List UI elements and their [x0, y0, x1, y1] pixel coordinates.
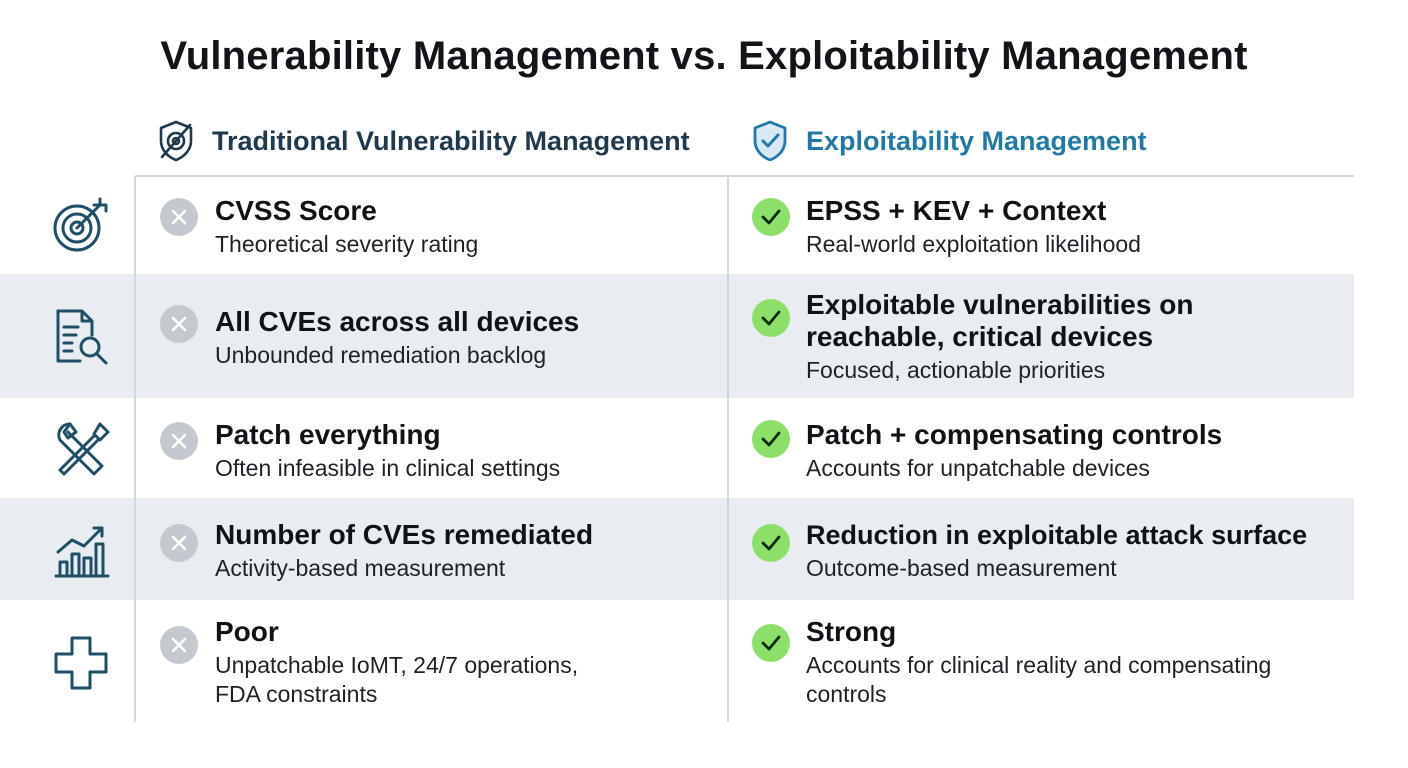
crossed-target-icon [156, 119, 196, 163]
exploitability-cell: Exploitable vulnerabilities on reachable… [806, 289, 1226, 385]
cell-title: Reduction in exploitable attack surface [806, 520, 1308, 550]
traditional-cell: Patch everything Often infeasible in cli… [215, 419, 715, 483]
check-icon [752, 198, 790, 236]
cell-title: Patch + compensating controls [806, 419, 1223, 450]
traditional-cell: Poor Unpatchable IoMT, 24/7 operations, … [215, 616, 625, 709]
cell-subtitle: Theoretical severity rating [215, 231, 479, 257]
exploitability-cell: Reduction in exploitable attack surface … [806, 519, 1351, 583]
cell-subtitle: Often infeasible in clinical settings [215, 455, 561, 481]
exploitability-cell: Patch + compensating controls Accounts f… [806, 419, 1351, 483]
medical-cross-icon [48, 630, 114, 696]
cell-title: CVSS Score [215, 195, 377, 226]
cell-title: Number of CVEs remediated [215, 519, 594, 550]
traditional-cell: All CVEs across all devices Unbounded re… [215, 306, 715, 370]
comparison-row-metrics [0, 498, 1354, 600]
cross-icon [160, 626, 198, 664]
cell-subtitle: Real-world exploitation likelihood [806, 231, 1141, 257]
document-search-icon [48, 303, 114, 369]
cell-subtitle: Accounts for clinical reality and compen… [806, 652, 1272, 707]
cell-subtitle: Accounts for unpatchable devices [806, 455, 1150, 481]
cell-title: All CVEs across all devices [215, 306, 580, 337]
check-icon [752, 624, 790, 662]
check-icon [752, 524, 790, 562]
cell-subtitle: Unbounded remediation backlog [215, 342, 547, 368]
cell-subtitle: Activity-based measurement [215, 555, 506, 581]
column-heading: Exploitability Management [806, 125, 1147, 156]
target-icon [48, 192, 114, 258]
cell-subtitle: Outcome-based measurement [806, 555, 1117, 581]
column-header-exploitability: Exploitability Management [750, 116, 1147, 166]
column-heading: Traditional Vulnerability Management [212, 125, 690, 156]
cell-subtitle: Unpatchable IoMT, 24/7 operations, FDA c… [215, 652, 579, 707]
traditional-cell: CVSS Score Theoretical severity rating [215, 195, 715, 259]
cell-title: EPSS + KEV + Context [806, 195, 1107, 226]
cross-icon [160, 198, 198, 236]
check-icon [752, 299, 790, 337]
cell-title: Patch everything [215, 419, 441, 450]
header-divider [135, 175, 1354, 177]
cross-icon [160, 524, 198, 562]
tools-icon [48, 416, 114, 482]
traditional-cell: Number of CVEs remediated Activity-based… [215, 519, 715, 583]
page-title: Vulnerability Management vs. Exploitabil… [160, 34, 1248, 78]
cross-icon [160, 305, 198, 343]
cell-title: Strong [806, 616, 897, 647]
exploitability-cell: EPSS + KEV + Context Real-world exploita… [806, 195, 1351, 259]
growth-chart-icon [48, 516, 114, 582]
exploitability-cell: Strong Accounts for clinical reality and… [806, 616, 1326, 709]
cross-icon [160, 422, 198, 460]
shield-check-icon [750, 119, 790, 163]
column-header-traditional: Traditional Vulnerability Management [156, 116, 690, 166]
column-divider-middle [727, 176, 729, 722]
column-divider-left [134, 176, 136, 722]
comparison-row-scope [0, 274, 1354, 398]
check-icon [752, 420, 790, 458]
cell-title: Exploitable vulnerabilities on reachable… [806, 289, 1194, 352]
cell-title: Poor [215, 616, 279, 647]
cell-subtitle: Focused, actionable priorities [806, 357, 1106, 383]
